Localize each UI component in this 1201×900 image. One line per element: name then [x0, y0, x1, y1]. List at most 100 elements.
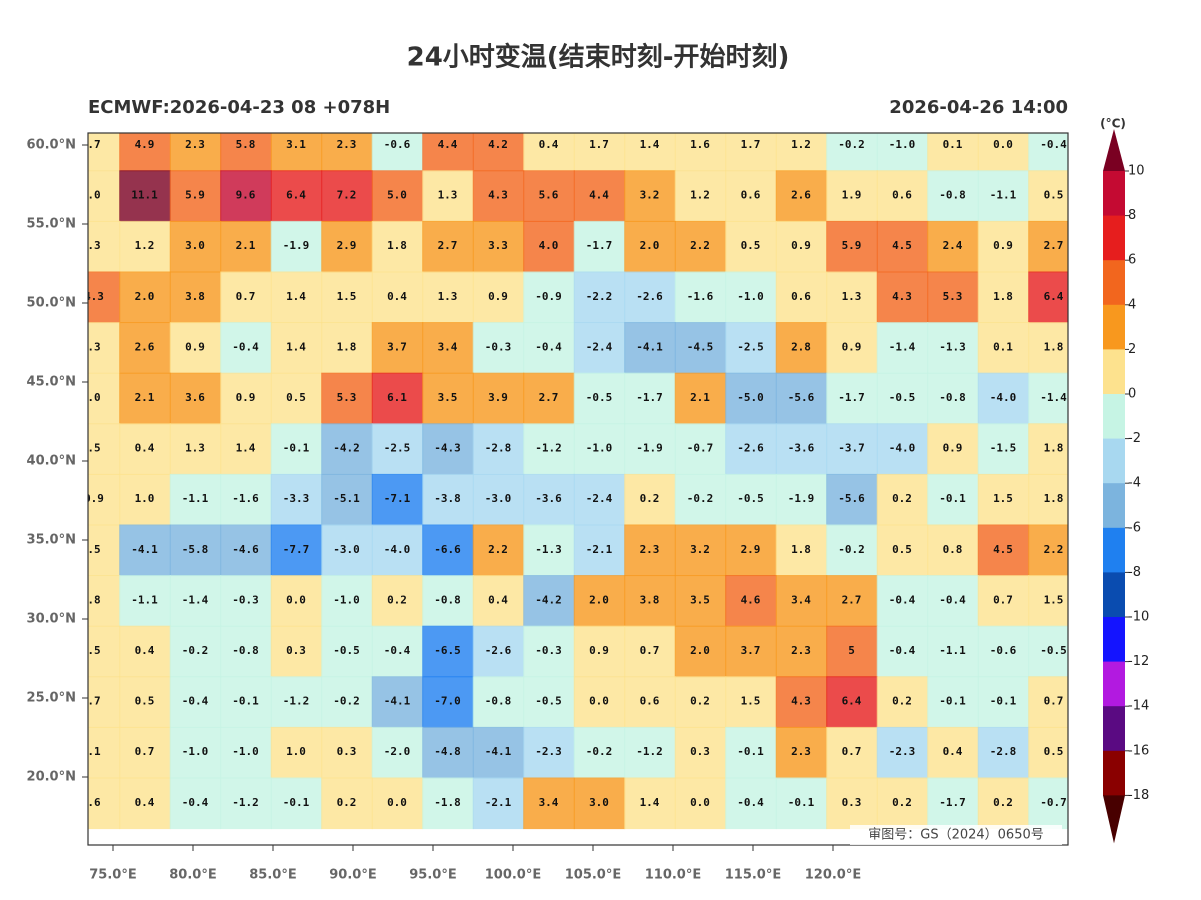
field-cell	[88, 271, 121, 324]
field-cell	[927, 220, 979, 273]
grid-value: 7.2	[337, 189, 357, 202]
field-cell	[88, 473, 121, 526]
grid-value: 1.7	[741, 138, 761, 151]
field-cell	[422, 676, 474, 728]
field-cell	[573, 322, 626, 374]
grid-value: -1.2	[636, 745, 663, 758]
grid-value: 11.1	[131, 189, 158, 202]
field-cell	[220, 133, 272, 172]
field-cell	[270, 322, 323, 374]
colorbar-label: -10	[1128, 610, 1149, 625]
field-cell	[1028, 575, 1068, 627]
grid-value: -2.5	[384, 442, 411, 455]
grid-value: 5.9	[185, 189, 205, 202]
field-cell	[977, 625, 1030, 678]
field-cell	[674, 625, 727, 678]
field-cell	[1028, 524, 1068, 577]
grid-value: 0.1	[993, 340, 1013, 353]
field-cell	[88, 625, 121, 678]
field-cell	[674, 271, 727, 324]
grid-value: -0.2	[838, 138, 865, 151]
field-cell	[775, 133, 828, 172]
grid-value: -5.1	[333, 492, 360, 505]
grid-value: 1.3	[438, 189, 458, 202]
grid-value: -1.1	[131, 593, 158, 606]
field-cell	[371, 777, 424, 830]
field-cell	[573, 271, 626, 324]
field-cell	[119, 524, 171, 577]
field-cell	[977, 271, 1030, 324]
grid-value: 0.3	[842, 796, 862, 809]
field-cell	[88, 777, 121, 830]
field-cell	[977, 524, 1030, 577]
field-cell	[775, 220, 828, 273]
grid-value: 1.2	[135, 239, 155, 252]
field-cell	[169, 676, 222, 728]
grid-value: -4.6	[232, 543, 259, 556]
grid-value: -0.4	[535, 340, 562, 353]
grid-value: 3.9	[488, 391, 508, 404]
grid-value: 0.7	[640, 644, 660, 657]
grid-value: -4.1	[384, 695, 411, 708]
field-cell	[826, 524, 878, 577]
field-cell	[674, 322, 727, 374]
grid-value: -0.8	[939, 189, 966, 202]
grid-value: 0.9	[589, 644, 609, 657]
field-cell	[523, 777, 575, 830]
field-cell	[371, 372, 424, 425]
grid-value: 5.9	[842, 239, 862, 252]
grid-value: 1.8	[1044, 340, 1064, 353]
field-cell	[371, 625, 424, 678]
field-cell	[674, 524, 727, 577]
field-cell	[624, 777, 676, 830]
field-cell	[169, 372, 222, 425]
grid-value: 0.5	[135, 695, 155, 708]
grid-value: -3.0	[485, 492, 512, 505]
grid-value: 2.3	[185, 138, 205, 151]
colorbar-arrow-top	[1103, 129, 1125, 171]
field-cell	[674, 777, 727, 830]
grid-value: 0.5	[741, 239, 761, 252]
grid-value: -1.3	[939, 340, 966, 353]
grid-value: 1.4	[640, 138, 660, 151]
field-cell	[220, 625, 272, 678]
temperature-field: .7 4.9 2.3 5.8 3.1 2.3 -0.6 4.4 4.2 0.4 1.7 1.4 1.6 1…	[88, 133, 1068, 830]
field-cell	[119, 322, 171, 374]
grid-value: 0.2	[892, 796, 912, 809]
field-cell	[321, 133, 373, 172]
grid-value: -4.5	[687, 340, 714, 353]
colorbar-band	[1103, 527, 1125, 573]
grid-value: -0.2	[687, 492, 714, 505]
field-cell	[371, 423, 424, 475]
grid-value: 2.1	[236, 239, 256, 252]
field-cell	[725, 575, 777, 627]
colorbar-band	[1103, 661, 1125, 707]
field-cell	[169, 575, 222, 627]
field-cell	[270, 625, 323, 678]
field-cell	[88, 220, 121, 273]
field-cell	[321, 625, 373, 678]
field-cell	[119, 726, 171, 779]
field-cell	[472, 133, 525, 172]
colorbar-label: 0	[1128, 387, 1136, 402]
grid-value: 2.3	[337, 138, 357, 151]
grid-value: -4.0	[990, 391, 1017, 404]
field-cell	[422, 220, 474, 273]
field-cell	[876, 423, 929, 475]
field-cell	[119, 625, 171, 678]
field-cell	[977, 372, 1030, 425]
lat-label: 50.0°N	[27, 296, 76, 311]
colorbar-arrow-bottom	[1103, 795, 1125, 844]
grid-value: -4.1	[636, 340, 663, 353]
field-cell	[371, 524, 424, 577]
field-cell	[1028, 322, 1068, 374]
field-cell	[826, 220, 878, 273]
grid-value: -5.0	[737, 391, 764, 404]
grid-value: 2.3	[640, 543, 660, 556]
field-cell	[88, 423, 121, 475]
field-cell	[523, 322, 575, 374]
field-cell	[321, 524, 373, 577]
grid-value: 1.2	[791, 138, 811, 151]
field-cell	[927, 726, 979, 779]
grid-value: -4.8	[434, 745, 461, 758]
